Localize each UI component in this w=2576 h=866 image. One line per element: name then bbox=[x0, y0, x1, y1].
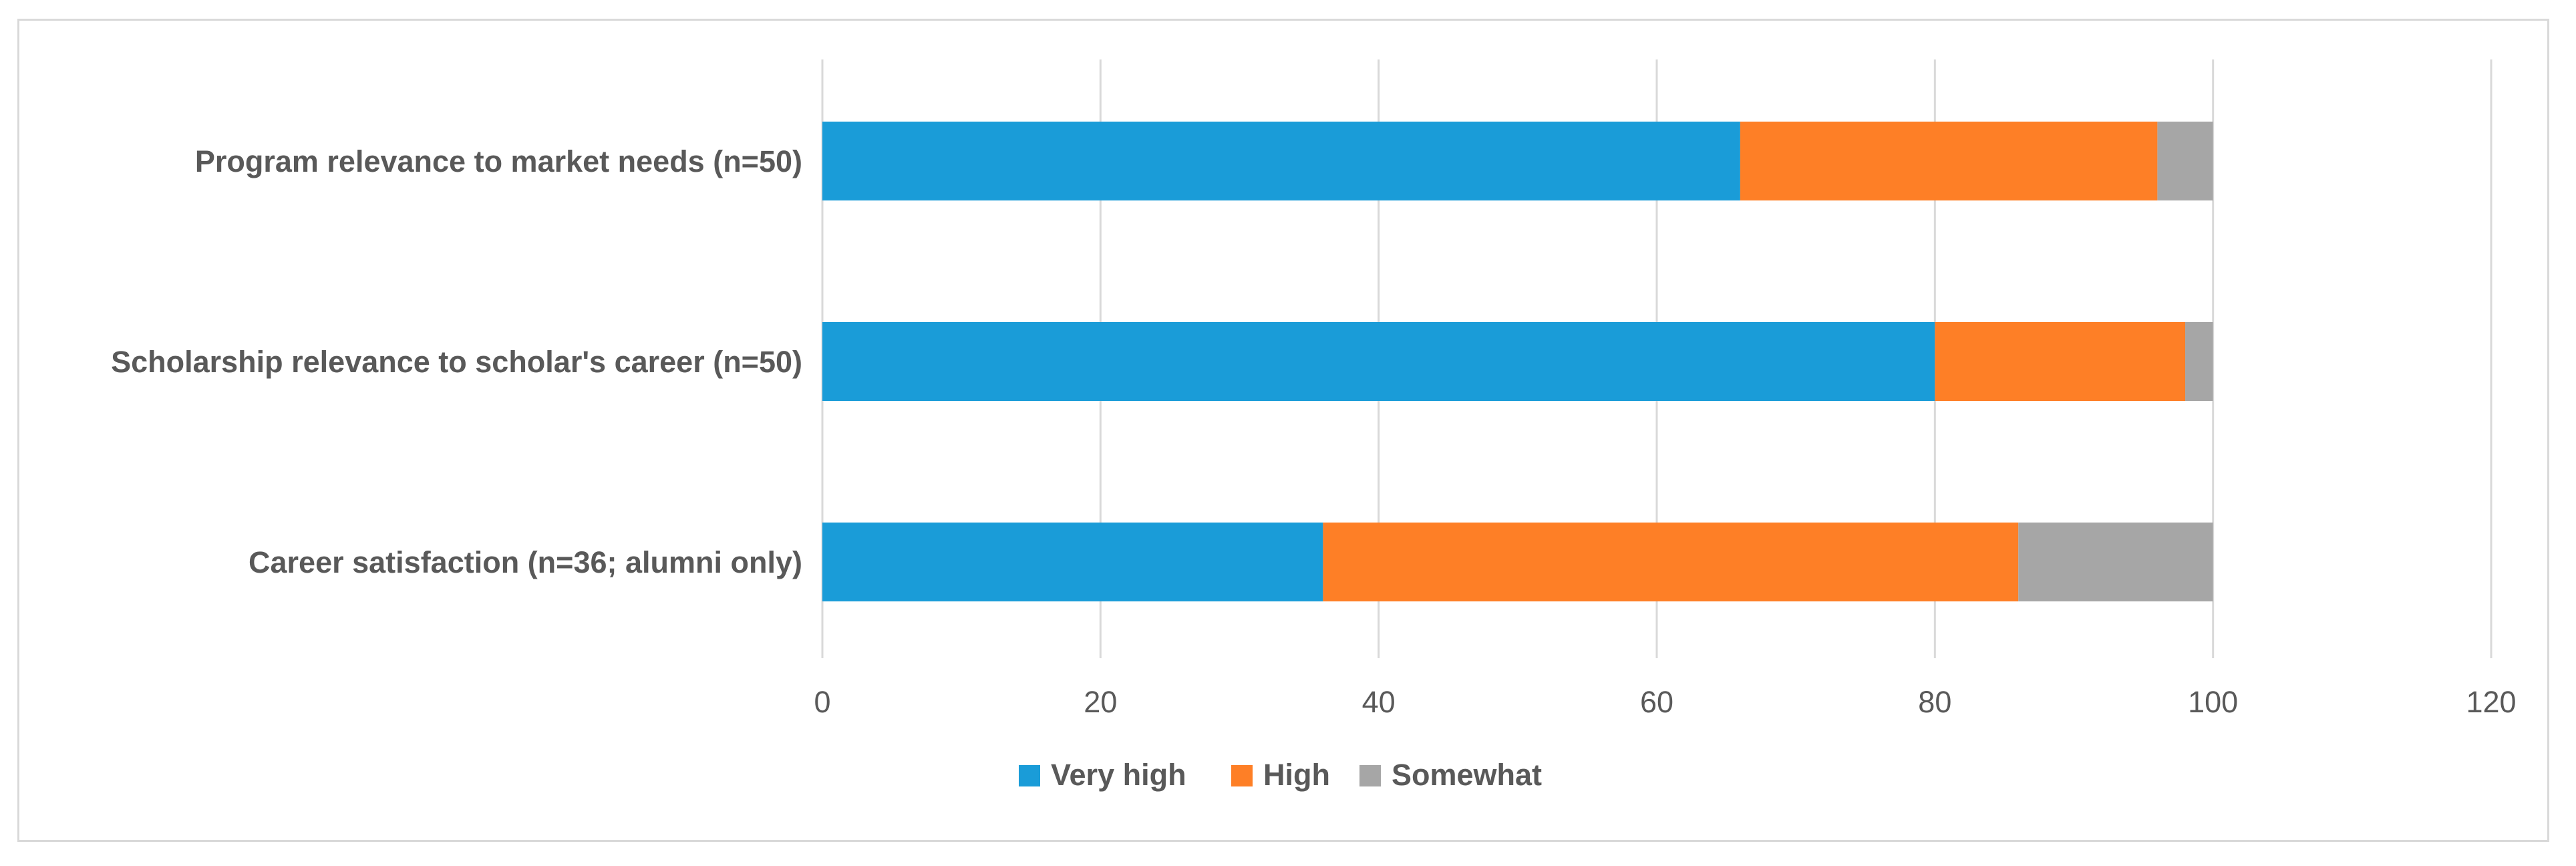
bar-very-high-2 bbox=[822, 523, 1323, 601]
bar-somewhat-1 bbox=[2185, 322, 2213, 401]
bar-very-high-0 bbox=[822, 122, 1740, 200]
x-tick-label-80: 80 bbox=[1918, 685, 1951, 719]
chart-frame: 0 20 40 60 80 100 120 Program relevance to mar… bbox=[17, 19, 2549, 842]
x-tick-label-40: 40 bbox=[1362, 685, 1396, 719]
legend-label-somewhat: Somewhat bbox=[1392, 758, 1542, 792]
legend-swatch-very-high bbox=[1019, 765, 1040, 786]
x-tick-label-60: 60 bbox=[1640, 685, 1673, 719]
bars bbox=[822, 122, 2213, 601]
x-tick-label-120: 120 bbox=[2466, 685, 2516, 719]
legend-label-very-high: Very high bbox=[1051, 758, 1186, 792]
legend-swatch-high bbox=[1231, 765, 1253, 786]
legend: Very high High Somewhat bbox=[1019, 758, 1542, 792]
bar-somewhat-0 bbox=[2157, 122, 2213, 200]
legend-label-high: High bbox=[1263, 758, 1330, 792]
bar-high-0 bbox=[1740, 122, 2158, 200]
category-labels: Program relevance to market needs (n=50)… bbox=[111, 144, 802, 579]
bar-high-2 bbox=[1323, 523, 2019, 601]
x-axis: 0 20 40 60 80 100 120 bbox=[814, 685, 2516, 719]
category-label-2: Career satisfaction (n=36; alumni only) bbox=[249, 545, 802, 579]
category-label-1: Scholarship relevance to scholar's caree… bbox=[111, 345, 802, 379]
category-label-0: Program relevance to market needs (n=50) bbox=[195, 144, 802, 178]
bar-very-high-1 bbox=[822, 322, 1935, 401]
stacked-bar-chart: 0 20 40 60 80 100 120 Program relevance to mar… bbox=[111, 59, 2517, 792]
bar-somewhat-2 bbox=[2018, 523, 2213, 601]
legend-swatch-somewhat bbox=[1359, 765, 1381, 786]
bar-high-1 bbox=[1935, 322, 2186, 401]
x-tick-label-0: 0 bbox=[814, 685, 830, 719]
x-tick-label-20: 20 bbox=[1084, 685, 1117, 719]
x-tick-label-100: 100 bbox=[2188, 685, 2238, 719]
